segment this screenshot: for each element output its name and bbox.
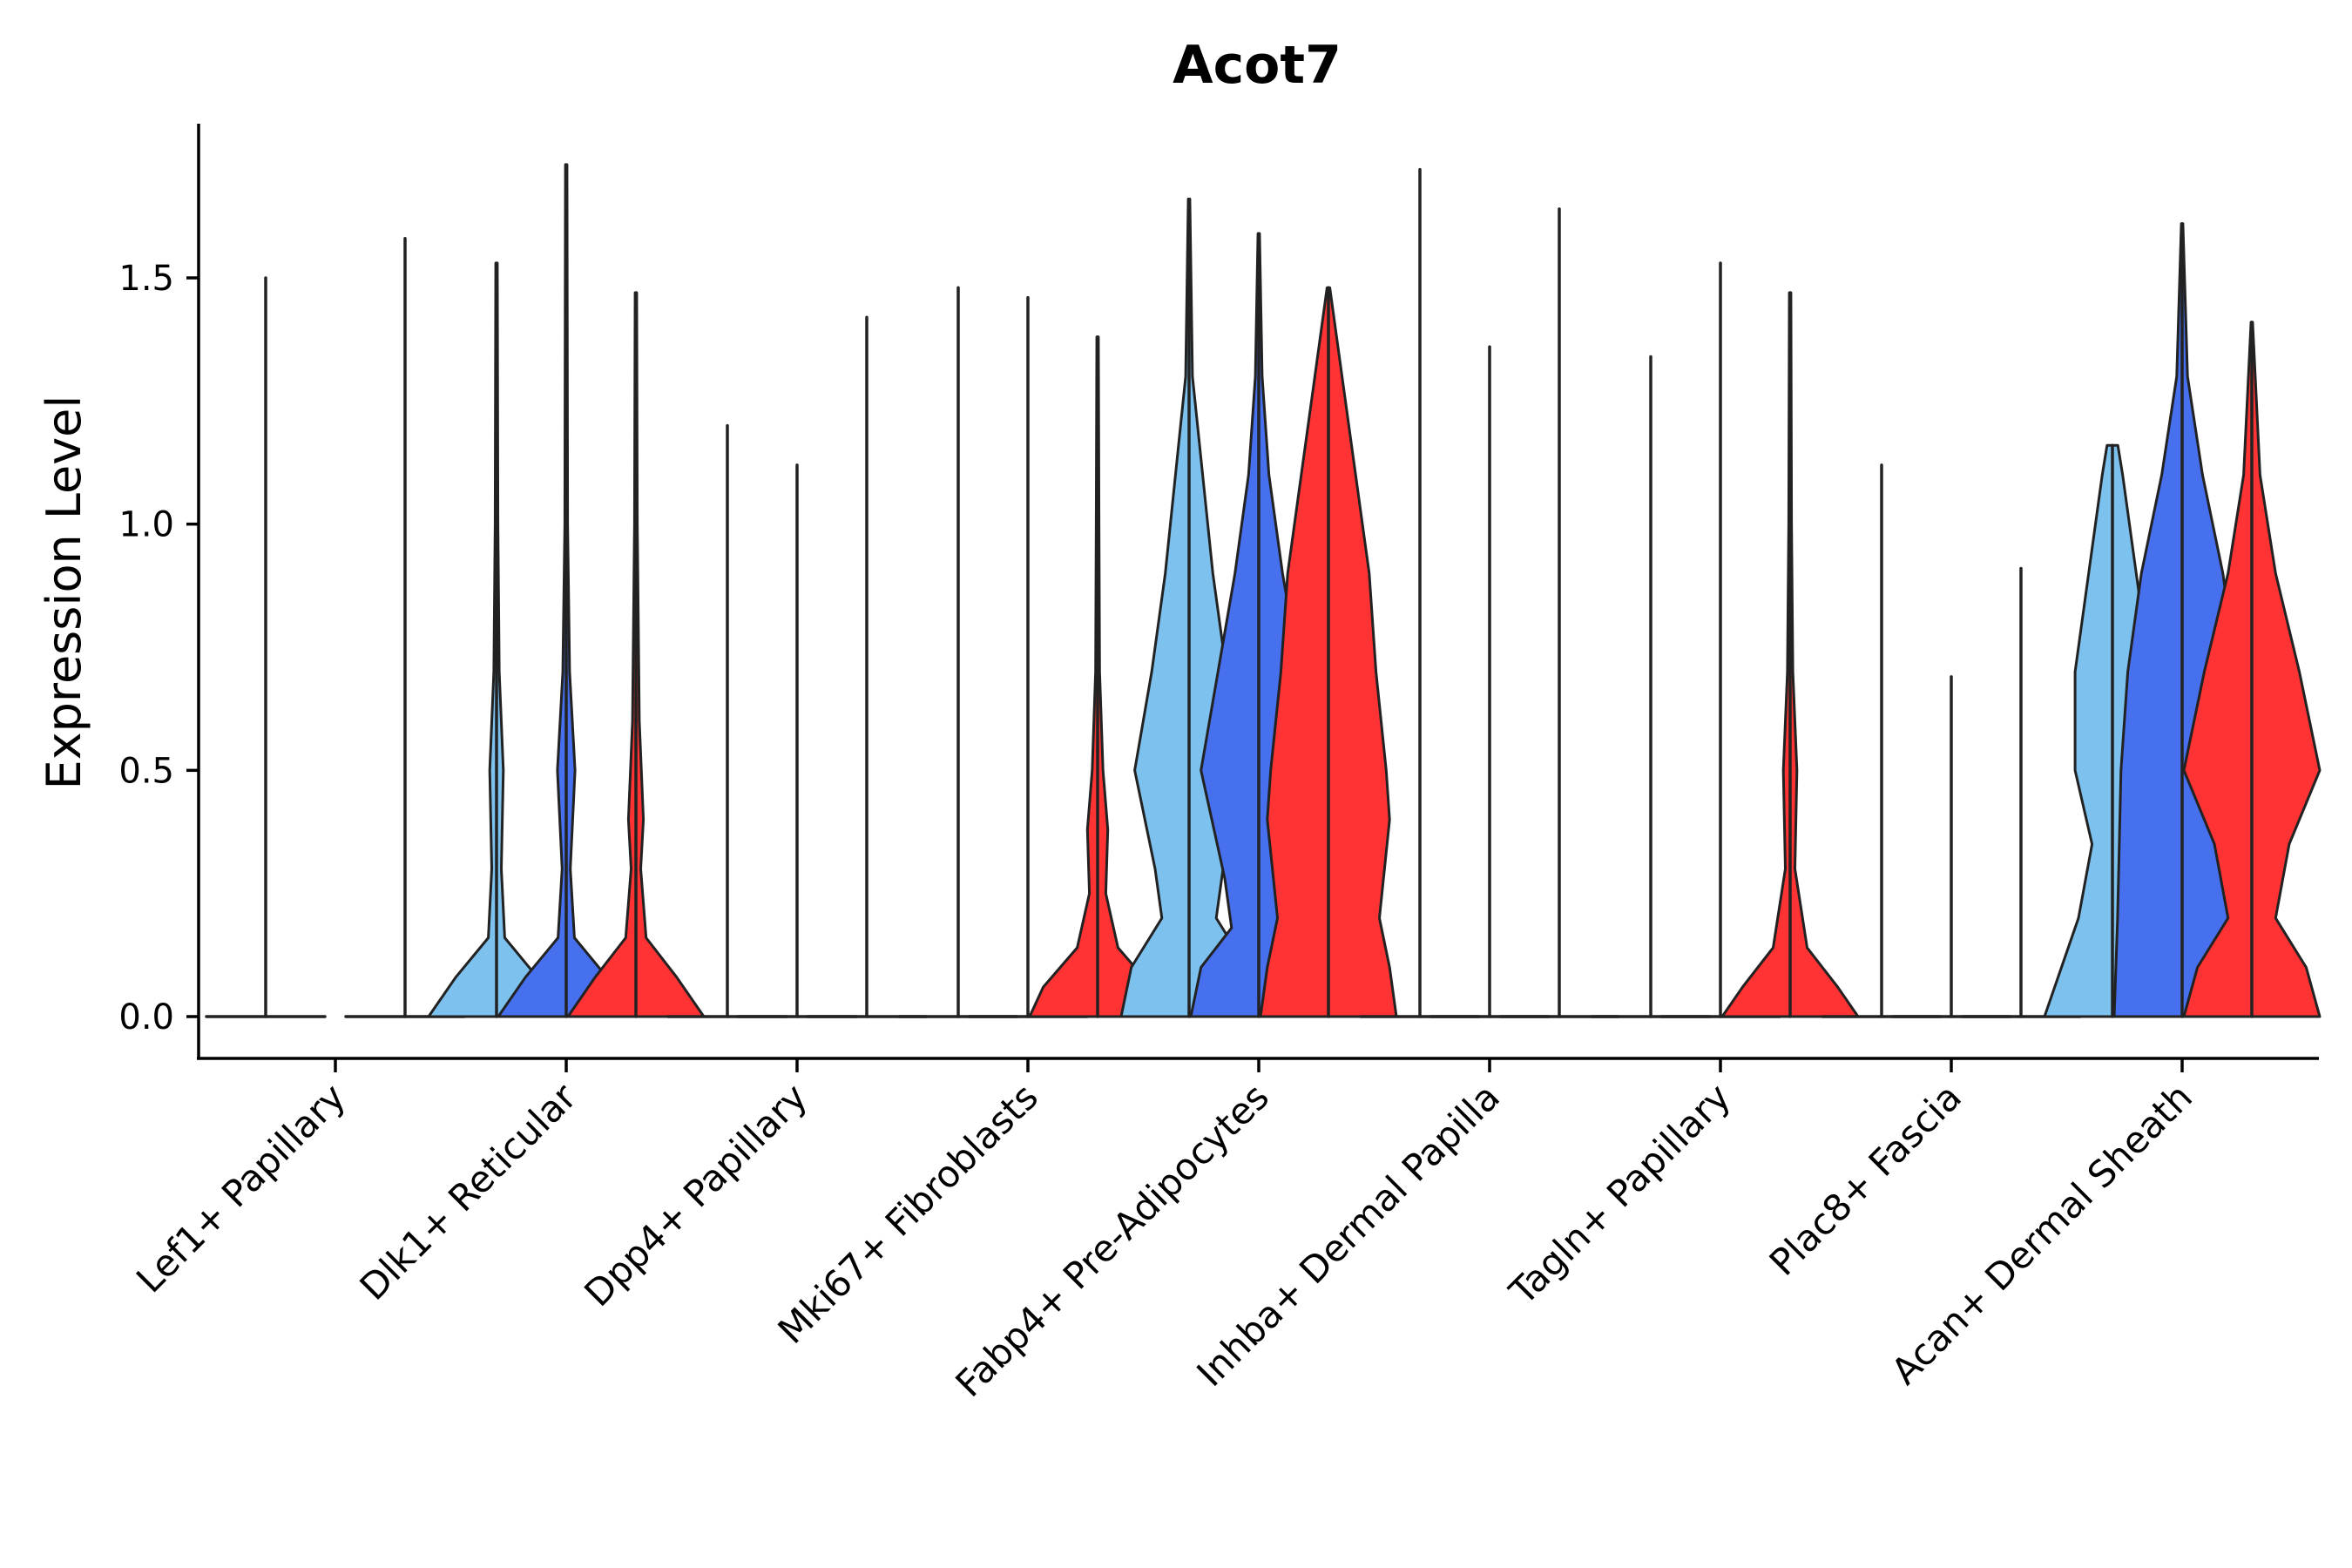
violin — [806, 315, 928, 1018]
violin — [736, 463, 858, 1018]
violin — [1960, 566, 2082, 1018]
violin — [666, 423, 788, 1018]
x-tick-label: Lef1+ Papillary — [128, 1075, 354, 1301]
violin-group-6 — [1359, 167, 1620, 1018]
violin — [205, 276, 327, 1018]
violin — [1821, 463, 1943, 1018]
chart-title: Acot7 — [1173, 35, 1342, 96]
violin — [2182, 321, 2322, 1018]
violin — [1590, 355, 1712, 1018]
y-tick-label: 0.5 — [118, 751, 174, 791]
violin-group-5 — [1119, 197, 1398, 1018]
violin — [344, 237, 466, 1018]
x-tick-label: Tagln+ Papillary — [1501, 1075, 1739, 1313]
violin-group-2 — [427, 163, 706, 1018]
violin — [967, 295, 1089, 1018]
y-tick-label: 1.5 — [118, 259, 174, 299]
violin — [566, 291, 706, 1018]
x-tick-label: Dpp4+ Papillary — [576, 1075, 815, 1315]
y-axis-label: Expression Level — [37, 395, 91, 790]
violins — [205, 163, 2322, 1018]
violin — [1028, 335, 1167, 1018]
violin — [897, 286, 1019, 1018]
violin-group-1 — [205, 237, 466, 1018]
violin-group-8 — [1821, 463, 2082, 1018]
violin — [1890, 675, 2012, 1018]
violin-group-7 — [1590, 261, 1860, 1018]
x-tick-label: Dlk1+ Reticular — [352, 1075, 585, 1308]
violin — [427, 261, 566, 1018]
y-tick-label: 1.0 — [118, 505, 174, 545]
y-ticks: 0.0 0.5 1.0 1.5 — [118, 259, 199, 1037]
violin — [1259, 286, 1398, 1018]
violin — [1498, 207, 1620, 1018]
y-tick-label: 0.0 — [118, 997, 174, 1037]
violin-group-4 — [897, 286, 1167, 1018]
violin — [1659, 261, 1781, 1018]
violin — [1720, 291, 1860, 1018]
x-tick-label: Plac8+ Fascia — [1761, 1075, 1970, 1283]
violin — [1429, 345, 1551, 1018]
violin — [497, 163, 636, 1018]
x-tick-label: Mki67+ Fibroblasts — [770, 1075, 1046, 1351]
violin-group-9 — [2043, 222, 2322, 1018]
violin-group-3 — [666, 315, 928, 1018]
